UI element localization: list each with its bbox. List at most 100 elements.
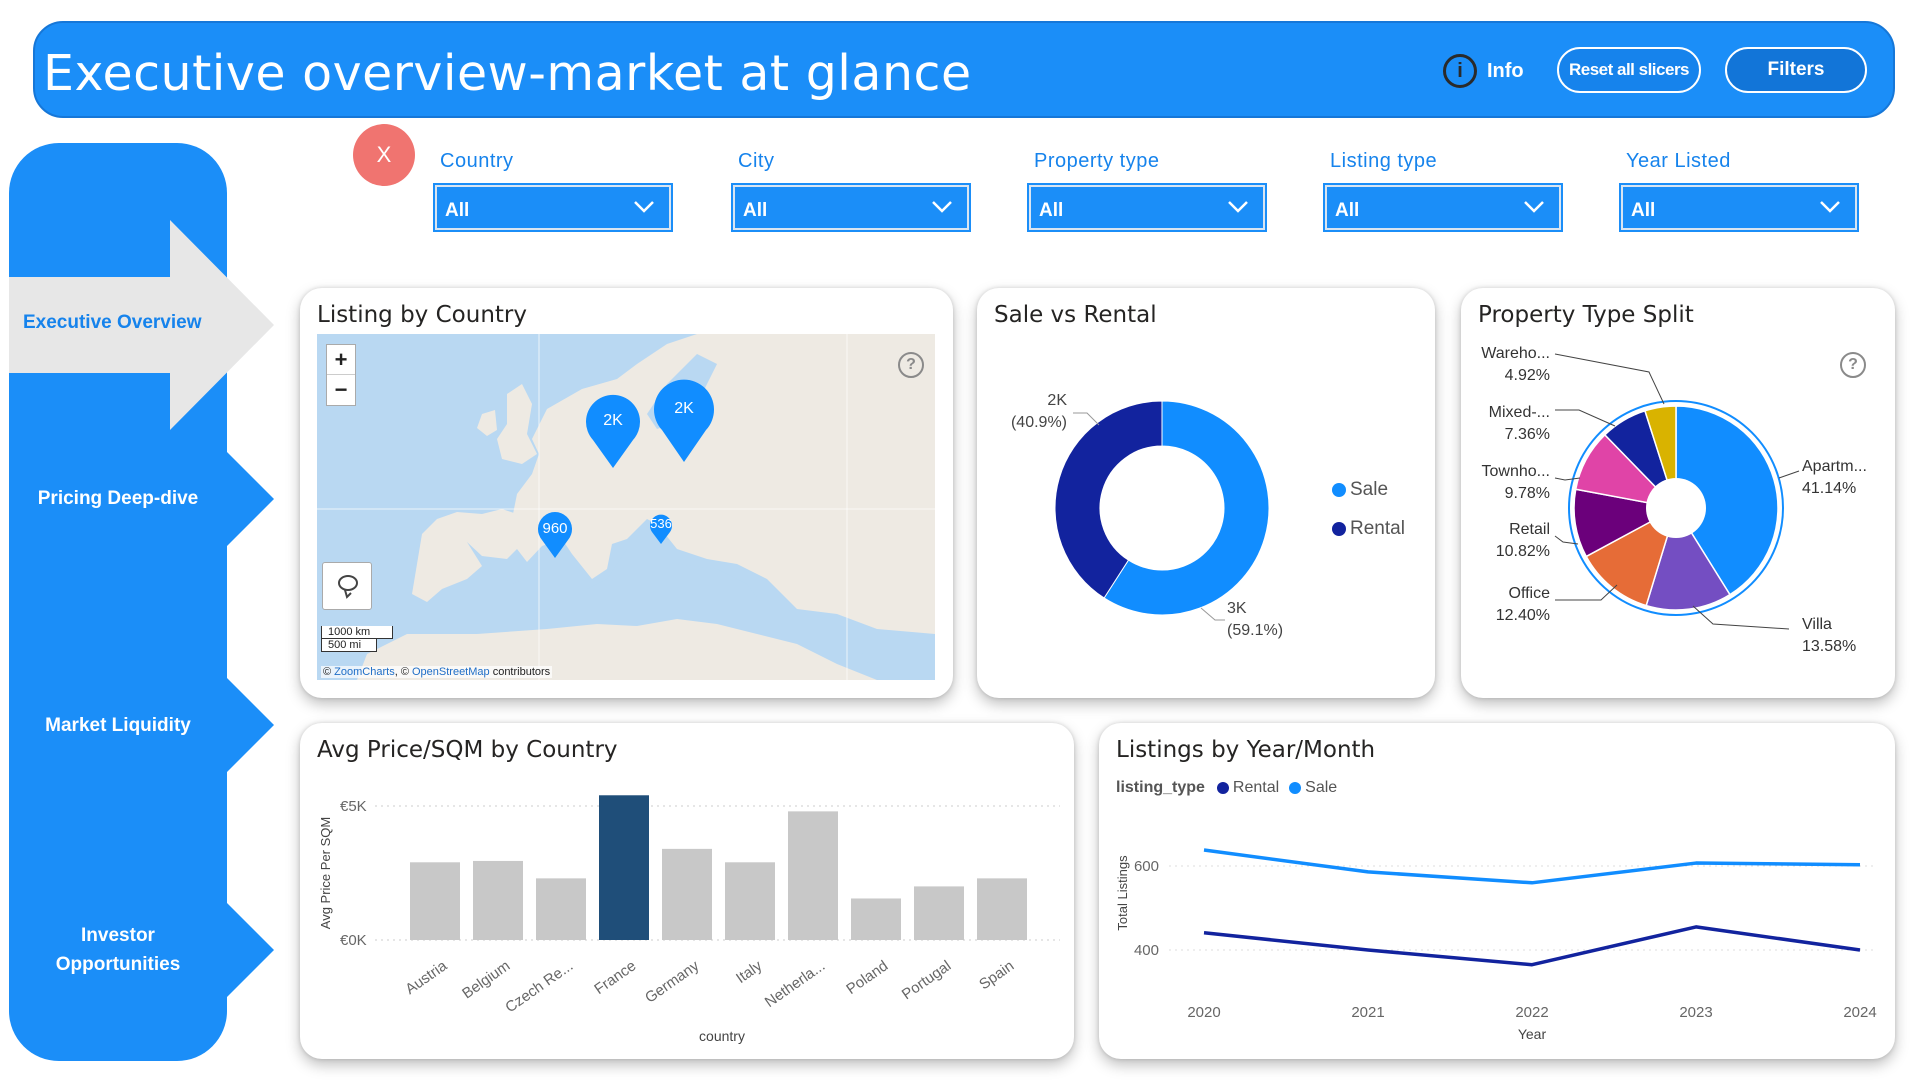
help-icon[interactable]: ?	[1840, 352, 1866, 378]
slice-pct: 41.14%	[1802, 480, 1856, 497]
help-icon[interactable]: ?	[898, 352, 924, 378]
year-listed-dropdown[interactable]: All	[1619, 183, 1859, 232]
legend-item-rental[interactable]: Rental	[1332, 518, 1405, 540]
pie-chart[interactable]: Apartm... 41.14% Villa 13.58% Office 12.40% Re…	[1461, 288, 1895, 698]
zoom-controls: + −	[326, 344, 356, 406]
y-tick-label: €5K	[340, 798, 367, 815]
bar-poland	[851, 898, 901, 940]
dropdown-value: All	[1039, 200, 1064, 221]
nav-item-investor-opportunities[interactable]: Investor Opportunities	[9, 921, 227, 979]
map-pin-icon	[586, 394, 640, 468]
slicer-label: City	[738, 150, 775, 172]
info-button[interactable]: i Info	[1443, 53, 1524, 89]
sale-value: 3K	[1227, 600, 1247, 617]
x-tick-label: Portugal	[899, 957, 955, 1003]
filters-button[interactable]: Filters	[1725, 47, 1867, 93]
page-title: Executive overview-market at glance	[43, 45, 972, 102]
leader-line	[1778, 470, 1800, 479]
map-pin-icon	[538, 512, 572, 558]
page-navigation: Executive Overview Pricing Deep-dive Mar…	[9, 143, 274, 1061]
map-pin-france[interactable]: 2K	[585, 394, 641, 468]
zoomcharts-link[interactable]: ZoomCharts	[334, 666, 395, 678]
nav-item-label: Executive Overview	[23, 312, 202, 333]
y-tick-label: 600	[1134, 858, 1159, 875]
map-view[interactable]: + − 1000 km 500 mi © ZoomCharts, © OpenS…	[317, 334, 935, 680]
sale-pct: (59.1%)	[1227, 622, 1284, 639]
property-type-dropdown[interactable]: All	[1027, 183, 1267, 232]
rental-value-label: 2K (40.9%)	[1007, 390, 1067, 434]
dropdown-value: All	[743, 200, 768, 221]
leader-line	[1692, 605, 1790, 630]
slice-pct: 13.58%	[1802, 638, 1856, 655]
card-title: Sale vs Rental	[994, 302, 1157, 328]
leader-line	[1554, 535, 1579, 545]
map-pin-italy[interactable]: 536	[649, 512, 673, 544]
leader-line	[1555, 584, 1618, 601]
series-line-sale	[1203, 848, 1861, 885]
country-dropdown[interactable]: All	[433, 183, 673, 232]
legend-dot	[1332, 483, 1346, 497]
slice-label: Apartm...	[1802, 458, 1867, 475]
listings-by-year-card: Listings by Year/Month listing_type Rent…	[1099, 723, 1895, 1059]
x-tick-label: Czech Re...	[502, 957, 576, 1016]
slice-pct: 4.92%	[1505, 367, 1550, 384]
legend-item-sale[interactable]: Sale	[1332, 479, 1388, 501]
info-icon: i	[1443, 54, 1477, 88]
lasso-select-button[interactable]	[322, 562, 372, 610]
card-title: Avg Price/SQM by Country	[317, 737, 618, 763]
leader-line	[1555, 409, 1616, 427]
sale-vs-rental-card: Sale vs Rental 2K (40.9%) 3K (59.1%) Sal…	[977, 288, 1435, 698]
leader-line	[1200, 607, 1225, 621]
leader-line	[1554, 353, 1665, 405]
donut-slice-rental	[1054, 400, 1163, 599]
slice-label: Office	[1509, 585, 1551, 602]
map-pin-portugal[interactable]: 960	[537, 512, 573, 558]
slice-pct: 9.78%	[1505, 485, 1550, 502]
city-dropdown[interactable]: All	[731, 183, 971, 232]
dropdown-value: All	[1335, 200, 1360, 221]
x-tick-label: Netherla...	[762, 957, 828, 1011]
legend-label-rental[interactable]: Rental	[1232, 779, 1280, 796]
chevron-down-icon	[932, 201, 952, 213]
attribution-separator: , ©	[394, 666, 412, 678]
slicer-country: Country All	[433, 150, 673, 232]
pin-label: 536	[650, 516, 672, 531]
bar-france	[599, 795, 649, 940]
zoom-out-button[interactable]: −	[334, 377, 348, 402]
x-tick-label: Belgium	[459, 957, 513, 1002]
slice-label: Wareho...	[1481, 345, 1550, 362]
nav-item-market-liquidity[interactable]: Market Liquidity	[45, 715, 191, 736]
bar-germany	[662, 848, 712, 940]
x-tick-label: 2020	[1187, 1004, 1220, 1021]
legend-label-sale[interactable]: Sale	[1305, 779, 1338, 796]
x-tick-label: 2023	[1679, 1004, 1712, 1021]
listing-type-dropdown[interactable]: All	[1323, 183, 1563, 232]
zoom-in-button[interactable]: +	[327, 345, 355, 375]
line-chart[interactable]: 400 600 Total Listings 2020 2021 2022 2023 2024…	[1099, 723, 1895, 1059]
series-line-rental	[1203, 925, 1861, 967]
nav-item-label: Opportunities	[55, 954, 181, 975]
nav-item-executive-overview[interactable]: Executive Overview	[9, 220, 274, 430]
card-title: Listing by Country	[317, 302, 527, 328]
bar-chart[interactable]: €0K €5K Avg Price Per SQM Austria BelgiumCze…	[300, 723, 1074, 1059]
slice-label: Retail	[1509, 521, 1550, 538]
x-tick-label: Italy	[733, 957, 766, 987]
x-axis-title: country	[699, 1028, 745, 1044]
y-axis-title: Avg Price Per SQM	[318, 817, 333, 929]
leader-line	[1073, 412, 1100, 426]
reset-slicers-button[interactable]: Reset all slicers	[1557, 47, 1701, 93]
openstreetmap-link[interactable]: OpenStreetMap	[411, 666, 490, 678]
x-tick-label: Poland	[843, 957, 891, 998]
nav-arrow-shape	[227, 452, 274, 546]
x-axis-title: Year	[1518, 1026, 1547, 1042]
rental-value: 2K	[1047, 392, 1067, 409]
map-pin-germany[interactable]: 2K	[653, 378, 715, 462]
bar-czechre	[536, 878, 586, 940]
map-pin-icon	[650, 514, 672, 544]
close-button[interactable]: X	[353, 124, 415, 186]
donut-chart[interactable]	[977, 288, 1435, 698]
dropdown-value: All	[1631, 200, 1656, 221]
info-label: Info	[1487, 59, 1524, 82]
avg-price-card: Avg Price/SQM by Country €0K €5K Avg Price…	[300, 723, 1074, 1059]
nav-item-pricing-deep-dive[interactable]: Pricing Deep-dive	[37, 488, 199, 509]
